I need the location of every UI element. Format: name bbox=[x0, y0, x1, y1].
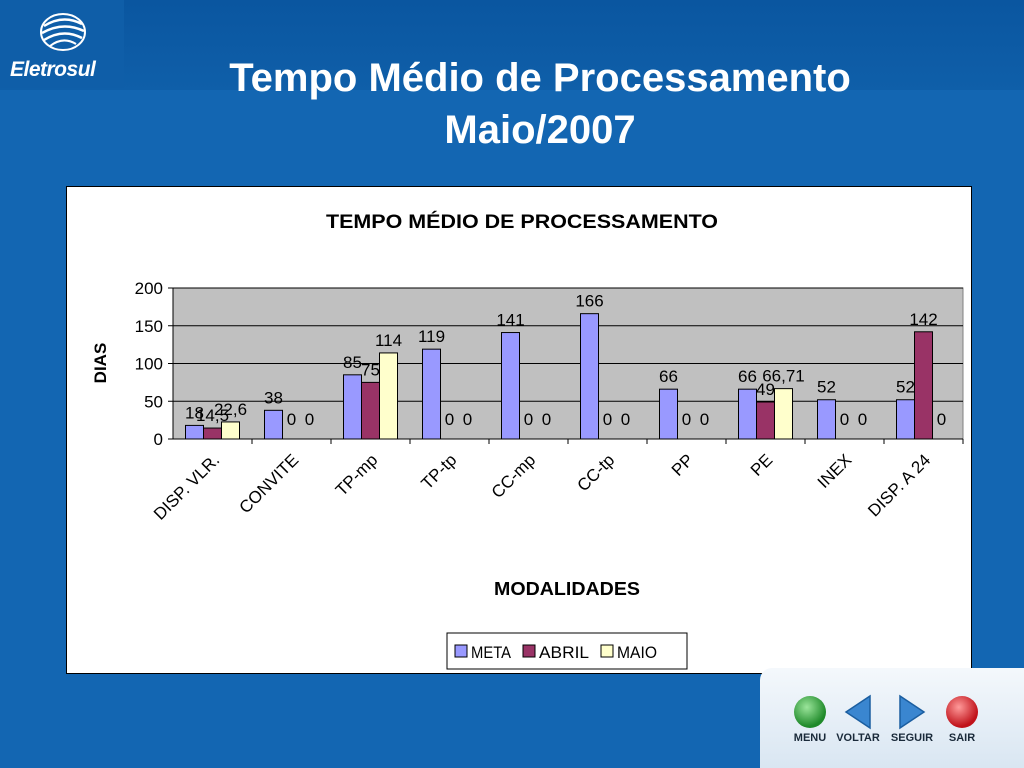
bar-maio bbox=[774, 388, 793, 440]
x-tick-label: CC-mp bbox=[488, 450, 540, 502]
title-line-2: Maio/2007 bbox=[444, 108, 636, 152]
data-label: 119 bbox=[418, 327, 445, 346]
data-label: 0 bbox=[621, 410, 630, 429]
voltar-button[interactable]: VOLTAR bbox=[828, 692, 888, 762]
data-label: 0 bbox=[305, 410, 314, 429]
data-label: 66,71 bbox=[762, 367, 805, 386]
bar-maio bbox=[379, 352, 398, 440]
legend-label-abril: ABRIL bbox=[539, 643, 589, 662]
globe-icon bbox=[40, 13, 86, 51]
y-tick-label: 200 bbox=[135, 279, 163, 298]
bar-meta bbox=[264, 409, 283, 440]
slide-title: Tempo Médio de Processamento Maio/2007 bbox=[130, 52, 950, 156]
legend-box bbox=[446, 632, 688, 670]
data-label: 66 bbox=[659, 367, 678, 386]
data-label: 0 bbox=[937, 410, 946, 429]
x-tick-label: DISP. A 24 bbox=[864, 450, 934, 520]
y-tick-label: 100 bbox=[135, 355, 163, 374]
data-label: 18 bbox=[185, 403, 204, 422]
logo-text: Eletrosul bbox=[10, 58, 96, 81]
sair-button[interactable]: SAIR bbox=[932, 692, 992, 762]
seguir-button[interactable]: SEGUIR bbox=[882, 692, 942, 762]
x-tick-label: TP-mp bbox=[332, 450, 381, 499]
navigation-panel: MENU VOLTAR SEGUIR SAIR bbox=[760, 668, 1024, 768]
chart-title: TEMPO MÉDIO DE PROCESSAMENTO bbox=[326, 211, 718, 233]
data-label: 85 bbox=[343, 353, 362, 372]
y-tick-label: 50 bbox=[144, 392, 163, 411]
data-label: 114 bbox=[375, 331, 402, 350]
x-tick-label: PE bbox=[747, 450, 776, 479]
bar-chart: 0 50 100 150 200 TEMPO MÉDIO DE PROCESSAMENTO… bbox=[91, 211, 964, 670]
legend-label-meta: META bbox=[471, 643, 512, 662]
data-label: 0 bbox=[858, 410, 867, 429]
data-label: 75 bbox=[361, 360, 380, 379]
x-axis-label: MODALIDADES bbox=[494, 579, 640, 599]
arrow-left-icon bbox=[844, 694, 871, 730]
y-tick-label: 150 bbox=[135, 317, 163, 336]
menu-button[interactable]: MENU bbox=[780, 692, 840, 762]
bar-meta bbox=[343, 374, 362, 440]
data-label: 0 bbox=[445, 410, 454, 429]
data-label: 0 bbox=[463, 410, 472, 429]
data-label: 166 bbox=[575, 292, 603, 311]
data-label: 0 bbox=[524, 410, 533, 429]
bar-abril bbox=[203, 427, 222, 440]
chart-container: 0 50 100 150 200 TEMPO MÉDIO DE PROCESSAMENTO… bbox=[66, 186, 972, 674]
red-circle-icon bbox=[946, 696, 978, 728]
data-label: 38 bbox=[264, 388, 283, 407]
x-tick-label: INEX bbox=[814, 450, 855, 491]
data-label: 66 bbox=[738, 367, 757, 386]
data-label: 141 bbox=[496, 311, 524, 330]
data-label: 0 bbox=[603, 410, 612, 429]
sair-label: SAIR bbox=[948, 732, 976, 744]
data-label: 22,6 bbox=[214, 400, 247, 419]
voltar-label: VOLTAR bbox=[836, 732, 880, 744]
bar-meta bbox=[896, 399, 915, 440]
data-label: 0 bbox=[840, 410, 849, 429]
data-label: 0 bbox=[682, 410, 691, 429]
legend-label-maio: MAIO bbox=[617, 643, 657, 662]
menu-label: MENU bbox=[793, 732, 827, 744]
legend-swatch-maio bbox=[600, 644, 614, 658]
title-line-1: Tempo Médio de Processamento bbox=[229, 56, 851, 100]
bar-meta bbox=[580, 313, 599, 440]
y-tick-label: 0 bbox=[154, 430, 163, 449]
legend-swatch-meta bbox=[454, 644, 468, 658]
header-band bbox=[0, 0, 1024, 90]
bar-abril bbox=[361, 381, 380, 440]
data-label: 0 bbox=[542, 410, 551, 429]
data-label: 0 bbox=[700, 410, 709, 429]
green-circle-icon bbox=[794, 696, 826, 728]
bar-meta bbox=[501, 332, 520, 440]
data-label: 52 bbox=[817, 378, 836, 397]
y-axis-label: DIAS bbox=[91, 343, 110, 384]
data-label: 49 bbox=[756, 380, 775, 399]
x-tick-label: CONVITE bbox=[235, 450, 302, 517]
bar-maio bbox=[221, 421, 240, 440]
x-tick-label: DISP. VLR. bbox=[150, 450, 223, 523]
bar-abril bbox=[914, 331, 933, 440]
eletrosul-logo: Eletrosul bbox=[0, 0, 124, 88]
x-tick-label: TP-tp bbox=[418, 450, 461, 493]
bar-meta bbox=[422, 348, 441, 440]
bar-meta bbox=[817, 399, 836, 440]
x-tick-label: CC-tp bbox=[573, 450, 618, 495]
seguir-label: SEGUIR bbox=[890, 732, 934, 744]
data-label: 0 bbox=[287, 410, 296, 429]
data-label: 14,5 bbox=[196, 406, 229, 425]
bar-meta bbox=[185, 424, 204, 440]
legend-swatch-abril bbox=[522, 644, 536, 658]
data-label: 52 bbox=[896, 378, 915, 397]
bar-meta bbox=[738, 388, 757, 440]
data-label: 142 bbox=[909, 310, 937, 329]
x-tick-label: PP bbox=[668, 450, 697, 479]
bar-meta bbox=[659, 388, 678, 440]
bar-abril bbox=[756, 401, 775, 440]
arrow-right-icon bbox=[899, 694, 926, 730]
